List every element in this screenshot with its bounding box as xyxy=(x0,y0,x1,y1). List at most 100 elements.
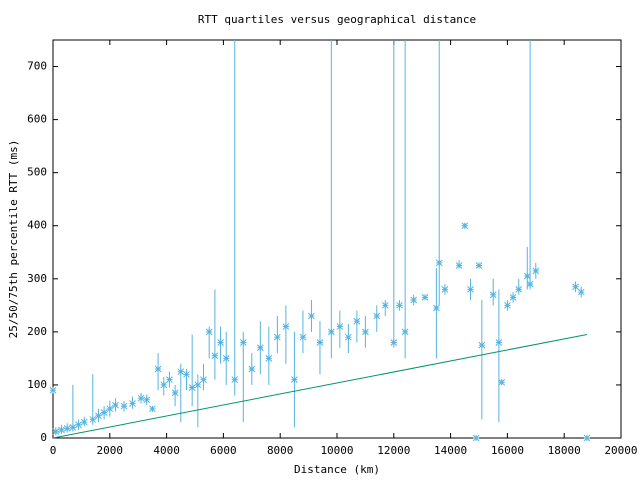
point xyxy=(89,416,97,423)
point xyxy=(49,386,57,394)
point xyxy=(222,355,230,362)
point xyxy=(256,344,264,352)
point xyxy=(504,301,511,309)
x-tick-label: 6000 xyxy=(210,444,237,457)
point xyxy=(515,286,523,293)
y-axis-label: 25/50/75th percentile RTT (ms) xyxy=(7,140,20,339)
x-tick-label: 10000 xyxy=(320,444,353,457)
chart-title: RTT quartiles versus geographical distan… xyxy=(198,13,476,26)
point xyxy=(299,333,307,341)
x-tick-label: 4000 xyxy=(153,444,180,457)
x-tick-label: 18000 xyxy=(548,444,581,457)
point xyxy=(353,317,361,325)
y-tick-label: 0 xyxy=(40,431,47,444)
point xyxy=(183,370,190,378)
x-tick-label: 0 xyxy=(50,444,57,457)
point xyxy=(489,291,497,299)
point xyxy=(143,396,151,404)
point xyxy=(282,323,290,330)
point xyxy=(381,301,389,309)
point xyxy=(265,355,273,362)
point xyxy=(532,267,540,275)
plot-frame xyxy=(52,39,622,439)
y-tick-label: 200 xyxy=(27,325,47,338)
point xyxy=(433,304,440,312)
point xyxy=(345,333,352,341)
y-tick-label: 100 xyxy=(27,378,47,391)
point xyxy=(498,378,506,386)
x-tick-label: 8000 xyxy=(267,444,294,457)
point xyxy=(58,426,65,434)
point xyxy=(308,312,315,320)
point xyxy=(112,401,119,409)
point xyxy=(401,328,409,336)
point xyxy=(478,341,486,349)
point xyxy=(231,376,239,383)
point xyxy=(396,301,403,309)
point xyxy=(160,381,168,389)
x-tick-label: 14000 xyxy=(434,444,467,457)
point xyxy=(495,339,503,346)
point xyxy=(188,384,196,391)
point xyxy=(177,368,185,376)
point xyxy=(63,425,71,432)
x-tick-label: 20000 xyxy=(604,444,637,457)
point xyxy=(461,222,469,230)
point xyxy=(106,405,114,413)
point xyxy=(239,339,247,346)
y-tick-label: 400 xyxy=(27,219,47,232)
point xyxy=(129,400,136,407)
point xyxy=(577,288,585,296)
y-tick-label: 600 xyxy=(27,113,47,126)
point xyxy=(274,333,281,341)
point xyxy=(455,262,463,269)
point xyxy=(327,328,335,336)
point xyxy=(291,376,298,383)
point xyxy=(467,286,474,293)
point xyxy=(475,262,483,269)
x-tick-label: 12000 xyxy=(377,444,410,457)
point xyxy=(95,412,102,420)
point xyxy=(362,328,369,336)
point xyxy=(52,428,60,435)
point xyxy=(509,294,517,301)
point xyxy=(583,434,591,442)
y-tick-label: 300 xyxy=(27,272,47,285)
x-axis-label: Distance (km) xyxy=(294,463,380,476)
point xyxy=(75,421,82,429)
point xyxy=(69,424,77,431)
point xyxy=(390,339,398,346)
point xyxy=(80,418,88,426)
point xyxy=(166,376,173,383)
point xyxy=(572,283,579,291)
point xyxy=(421,294,429,301)
point xyxy=(194,381,202,389)
point xyxy=(217,339,224,346)
line xyxy=(52,334,588,439)
x-tick-label: 2000 xyxy=(97,444,124,457)
point xyxy=(435,259,443,267)
point xyxy=(149,405,156,413)
point xyxy=(472,434,480,442)
point xyxy=(410,296,418,304)
point xyxy=(137,394,145,402)
point xyxy=(373,312,381,320)
point xyxy=(316,339,324,346)
y-tick-label: 500 xyxy=(27,166,47,179)
point xyxy=(120,402,128,410)
y-tick-label: 700 xyxy=(27,60,47,73)
x-tick-label: 16000 xyxy=(491,444,524,457)
point xyxy=(100,409,108,416)
point xyxy=(248,365,256,373)
point xyxy=(526,280,534,288)
point xyxy=(200,376,207,383)
point xyxy=(211,352,219,360)
point xyxy=(523,272,531,280)
point xyxy=(171,389,179,397)
point xyxy=(205,328,213,336)
point xyxy=(154,365,162,373)
point xyxy=(441,286,449,293)
point xyxy=(336,323,344,330)
